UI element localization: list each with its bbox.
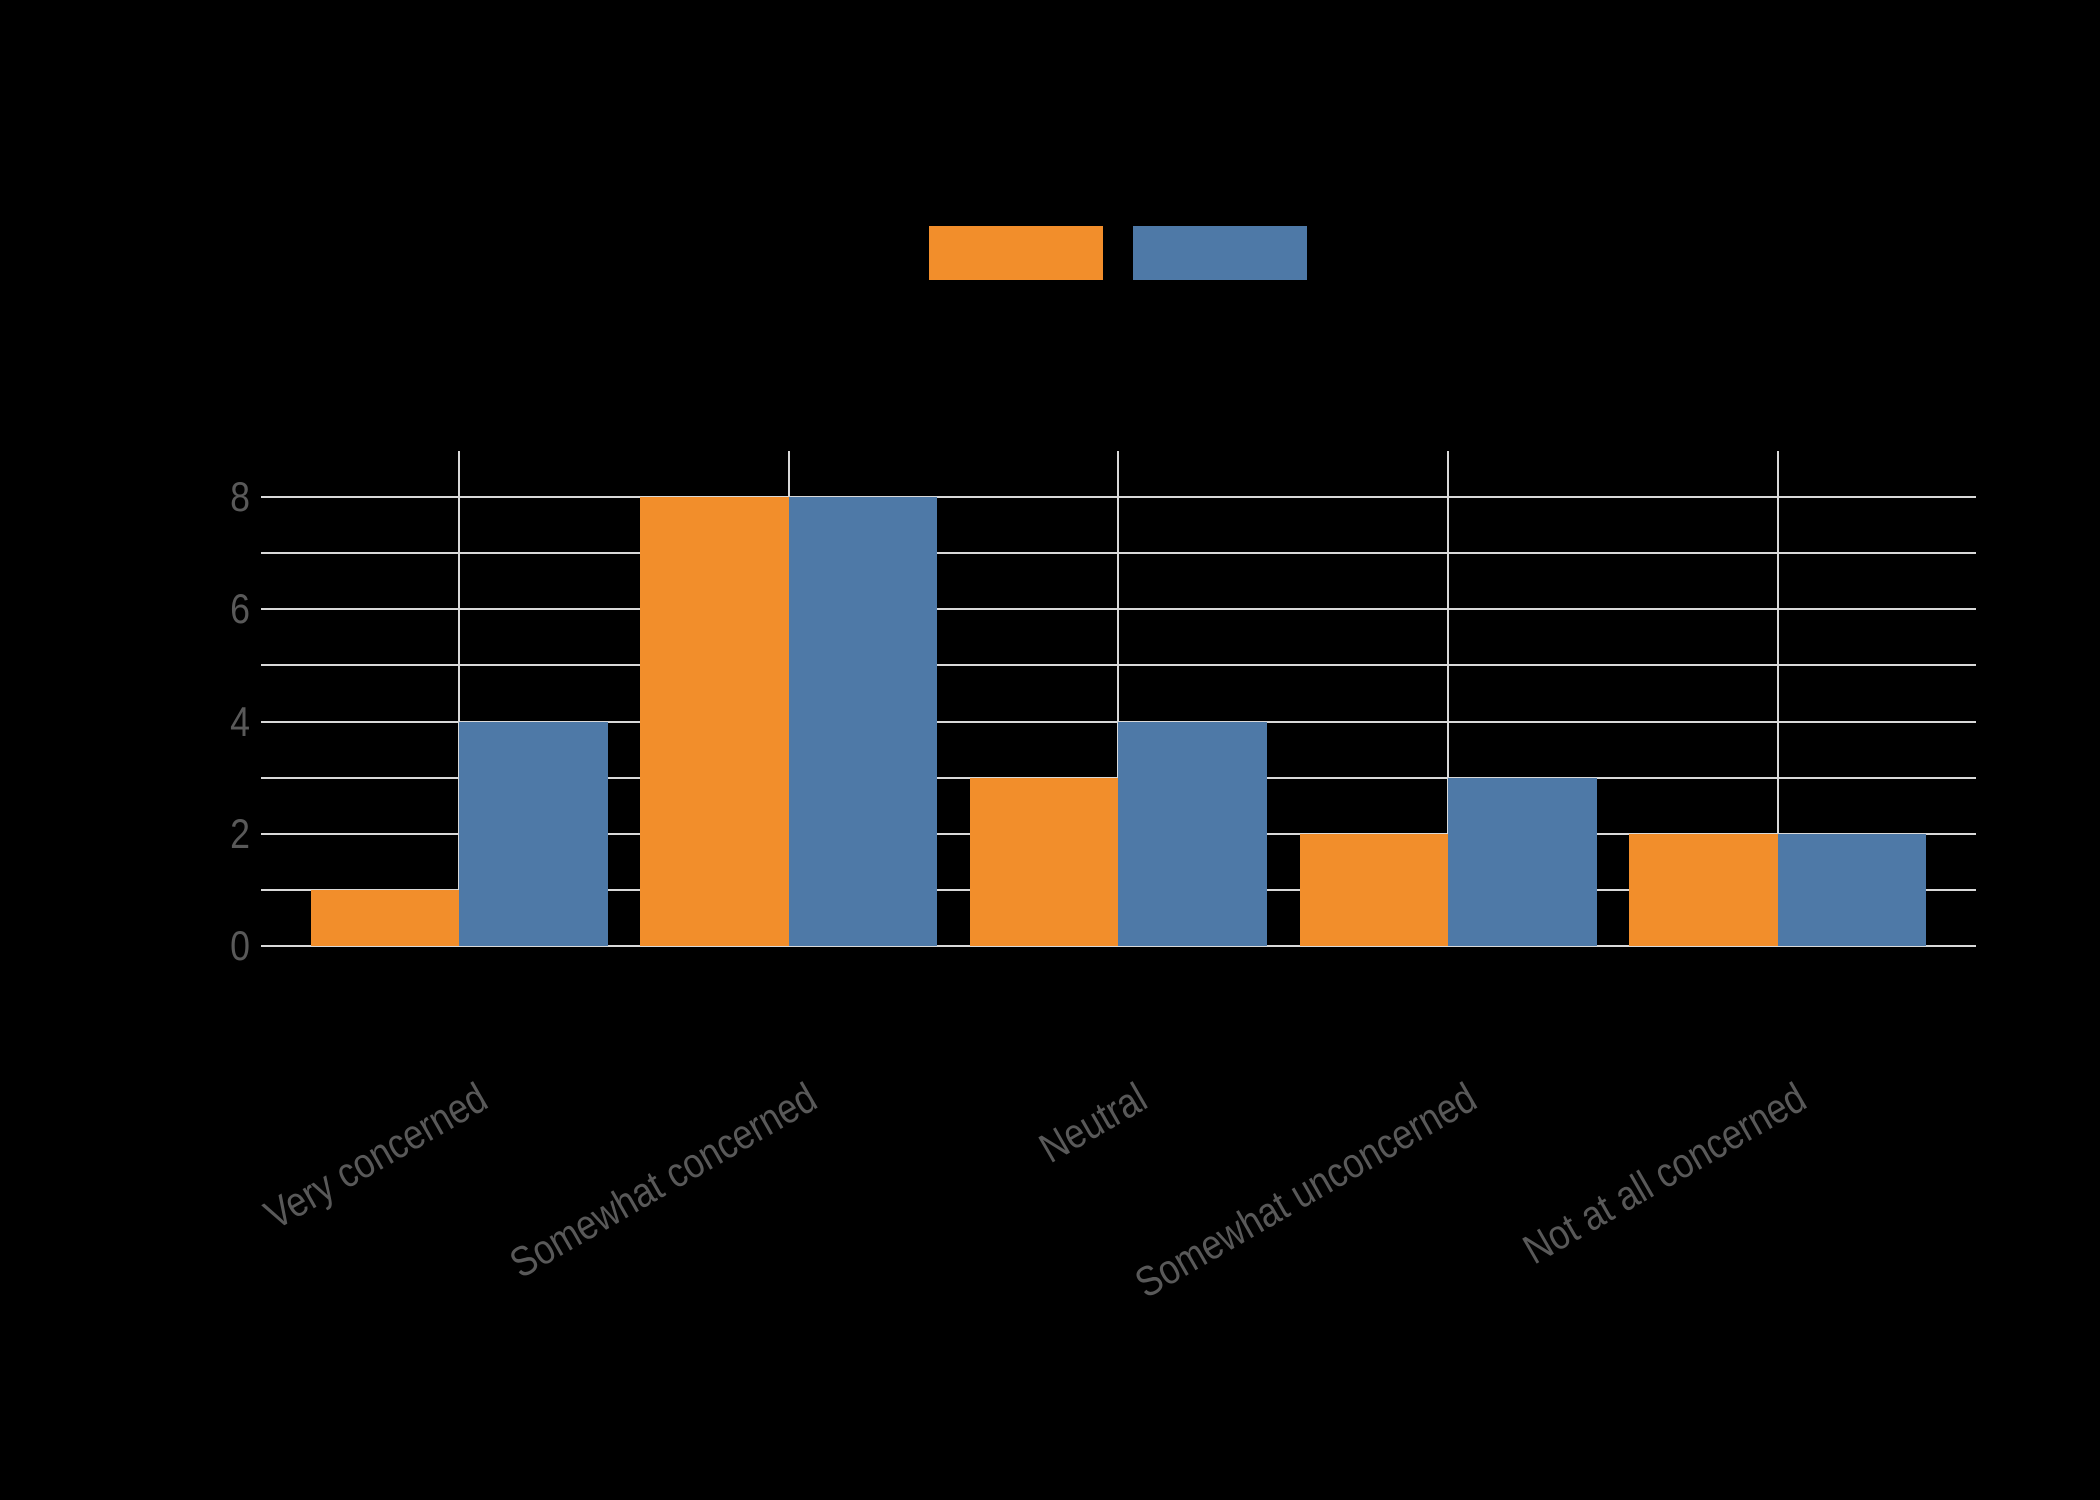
bar-series-2 bbox=[459, 721, 608, 946]
bar-series-2 bbox=[1118, 721, 1267, 946]
bar-series-2 bbox=[1448, 777, 1597, 946]
x-tick-label-text: Very concerned bbox=[256, 1073, 495, 1239]
x-tick-label: Somewhat concerned bbox=[451, 1073, 825, 1315]
vertical-gridline bbox=[458, 451, 460, 946]
x-tick-label: Not at all concerned bbox=[1468, 1073, 1814, 1299]
bar-series-1 bbox=[1629, 833, 1778, 946]
bar-series-1 bbox=[310, 889, 459, 946]
x-tick-label-text: Somewhat unconcerned bbox=[1127, 1073, 1485, 1307]
bar-series-1 bbox=[1299, 833, 1449, 946]
vertical-gridline bbox=[1117, 451, 1120, 946]
bar-series-1 bbox=[640, 497, 789, 946]
x-tick-label-text: Not at all concerned bbox=[1515, 1073, 1814, 1273]
bar-series-1 bbox=[969, 777, 1119, 946]
vertical-gridline bbox=[1447, 451, 1450, 946]
legend-swatch-series-2[interactable] bbox=[1133, 226, 1307, 280]
y-tick-label: 4 bbox=[230, 697, 250, 745]
legend-swatch-series-1[interactable] bbox=[929, 226, 1103, 280]
y-tick-label: 2 bbox=[230, 809, 250, 857]
vertical-gridline bbox=[1776, 451, 1779, 946]
bar-series-2 bbox=[1777, 833, 1927, 946]
x-tick-label: Very concerned bbox=[220, 1073, 495, 1258]
x-tick-label: Neutral bbox=[1015, 1073, 1155, 1180]
x-tick-label-text: Neutral bbox=[1031, 1073, 1155, 1172]
y-tick-label: 6 bbox=[230, 585, 250, 633]
horizontal-gridline bbox=[261, 945, 1976, 947]
bar-series-2 bbox=[788, 497, 938, 946]
y-tick-label: 8 bbox=[230, 473, 250, 520]
x-tick-label-text: Somewhat concerned bbox=[502, 1073, 825, 1287]
y-tick-label: 0 bbox=[230, 922, 250, 969]
